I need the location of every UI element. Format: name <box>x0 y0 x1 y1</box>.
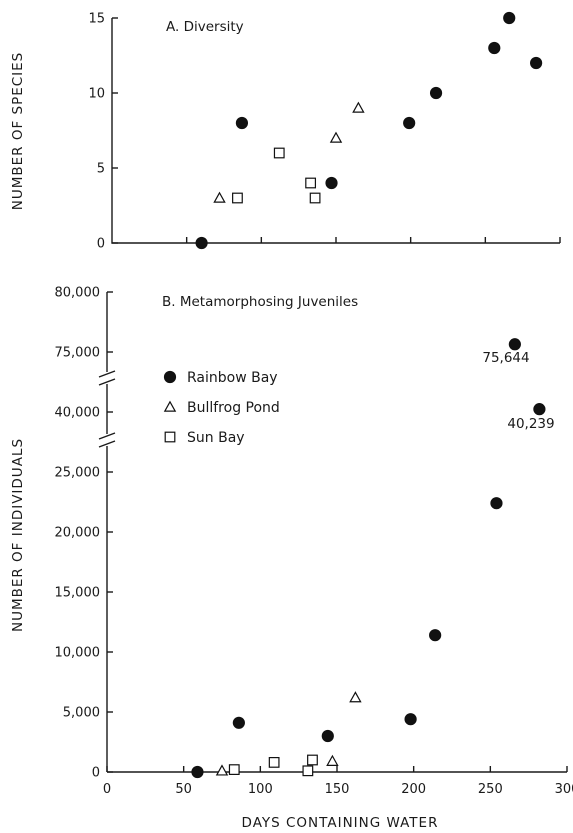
y-tick-label: 5 <box>97 162 105 177</box>
data-point-rainbow-bay <box>508 338 521 351</box>
data-point-sun-bay <box>305 177 317 189</box>
y-tick-label: 5,000 <box>63 706 100 721</box>
panel-a-title: A. Diversity <box>166 19 244 35</box>
panel-b-x-axis-label: DAYS CONTAINING WATER <box>242 815 439 831</box>
data-point-rainbow-bay <box>490 497 503 510</box>
panel-a-diversity: A. Diversity NUMBER OF SPECIES 0 5 10 15 <box>10 11 561 252</box>
data-point-rainbow-bay <box>321 729 334 743</box>
data-point-rainbow-bay <box>404 713 417 726</box>
data-point-rainbow-bay <box>195 236 208 250</box>
data-point-rainbow-bay <box>235 116 249 130</box>
x-tick-label: 200 <box>401 782 426 797</box>
data-point-rainbow-bay <box>503 11 516 25</box>
y-tick-label: 20,000 <box>55 526 101 541</box>
y-tick-label: 15 <box>88 12 105 27</box>
data-point-rainbow-bay <box>232 716 245 729</box>
data-point-bullfrog-pond <box>213 191 226 203</box>
data-point-sun-bay <box>302 765 314 777</box>
y-tick-label: 25,000 <box>55 466 101 481</box>
data-point-rainbow-bay <box>191 765 204 779</box>
x-tick-label: 50 <box>175 782 192 797</box>
y-axis-break-marks <box>98 370 116 448</box>
axis-break-mark <box>98 440 116 448</box>
axis-break-mark <box>98 432 116 440</box>
panel-a-ticks: 0 5 10 15 <box>88 12 561 252</box>
axis-break-mark <box>98 370 116 378</box>
y-tick-label: 10 <box>88 87 105 102</box>
y-tick-label: 10,000 <box>55 646 101 661</box>
data-point-rainbow-bay <box>163 370 177 384</box>
x-tick-label: 250 <box>478 782 503 797</box>
panel-a-y-axis-label: NUMBER OF SPECIES <box>10 52 26 211</box>
y-tick-label: 75,000 <box>55 346 101 361</box>
data-point-rainbow-bay <box>429 86 443 100</box>
x-tick-label: 150 <box>325 782 350 797</box>
axis-break-mark <box>98 378 116 386</box>
data-point-rainbow-bay <box>530 56 543 70</box>
legend-item: Rainbow Bay <box>163 370 278 386</box>
panel-b-points <box>191 338 546 779</box>
data-point-sun-bay <box>309 192 321 204</box>
panel-a-points <box>195 11 543 250</box>
data-point-rainbow-bay <box>533 403 546 416</box>
legend-label: Bullfrog Pond <box>187 400 280 416</box>
data-point-bullfrog-pond <box>163 400 177 412</box>
y-tick-label: 0 <box>97 237 105 252</box>
y-tick-label: 80,000 <box>55 286 101 301</box>
x-tick-label: 100 <box>248 782 273 797</box>
data-point-sun-bay <box>307 754 318 766</box>
y-tick-label: 40,000 <box>55 406 101 421</box>
data-point-bullfrog-pond <box>352 101 365 113</box>
x-tick-label: 300 <box>555 782 573 797</box>
data-point-sun-bay <box>164 431 176 443</box>
data-label: 40,239 <box>507 416 554 432</box>
data-label: 75,644 <box>482 350 529 366</box>
data-point-bullfrog-pond <box>329 131 343 143</box>
data-point-sun-bay <box>268 756 280 768</box>
data-point-bullfrog-pond <box>326 754 339 766</box>
data-point-sun-bay <box>273 147 285 159</box>
panel-b-juveniles: B. Metamorphosing Juveniles NUMBER OF IN… <box>10 286 573 832</box>
legend-label: Sun Bay <box>187 430 245 446</box>
panel-b-title: B. Metamorphosing Juveniles <box>162 294 358 310</box>
legend-label: Rainbow Bay <box>187 370 278 386</box>
x-tick-label: 0 <box>103 782 111 797</box>
y-tick-label: 15,000 <box>55 586 101 601</box>
data-point-sun-bay <box>228 764 240 775</box>
data-point-rainbow-bay <box>429 629 442 642</box>
y-tick-label: 0 <box>92 766 100 781</box>
panel-b-ticks: 0 5,000 10,000 15,000 20,000 25,000 40,000 75,0… <box>55 286 573 798</box>
legend-item: Bullfrog Pond <box>163 400 280 416</box>
data-point-rainbow-bay <box>325 176 338 190</box>
data-point-bullfrog-pond <box>215 764 229 776</box>
data-point-sun-bay <box>232 192 243 204</box>
data-point-bullfrog-pond <box>349 691 362 703</box>
legend-item: Sun Bay <box>164 430 245 446</box>
legend: Rainbow Bay Bullfrog Pond Sun Bay <box>163 370 280 446</box>
data-point-rainbow-bay <box>403 116 416 130</box>
panel-b-y-axis-label: NUMBER OF INDIVIDUALS <box>10 438 26 632</box>
data-point-rainbow-bay <box>488 41 501 55</box>
